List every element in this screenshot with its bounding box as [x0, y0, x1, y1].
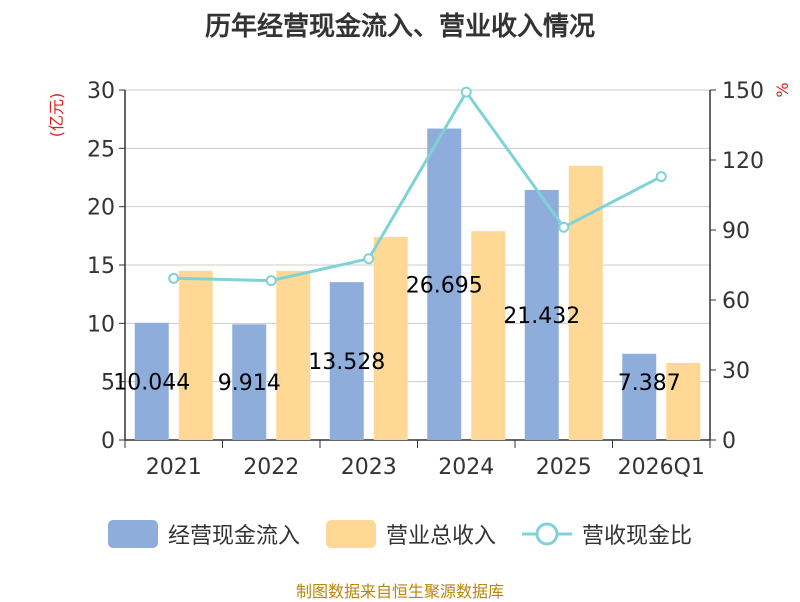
point-ratio	[168, 272, 180, 284]
legend: 经营现金流入 营业总收入 营收现金比	[0, 516, 800, 552]
data-label-cash-inflow: 9.914	[218, 371, 281, 396]
point-ratio	[265, 275, 277, 287]
bar-revenue	[666, 363, 701, 440]
data-label-cash-inflow: 13.528	[308, 350, 385, 375]
y-right-unit: %	[773, 82, 792, 97]
bar-revenue	[276, 270, 311, 440]
chart-title: 历年经营现金流入、营业收入情况	[204, 12, 595, 42]
legend-swatch-revenue	[325, 520, 376, 548]
bar-revenue	[373, 237, 408, 440]
point-ratio	[460, 86, 472, 98]
line-ratio	[173, 89, 662, 283]
source-note: 制图数据来自恒生聚源数据库	[295, 582, 504, 601]
y-left-tick-label: 0	[101, 429, 115, 454]
y-right-tick-label: 30	[722, 359, 750, 384]
legend-label-revenue: 营业总收入	[385, 524, 496, 549]
data-label-cash-inflow: 7.387	[618, 371, 681, 396]
y-left-tick-label: 5	[101, 371, 115, 396]
legend-item-ratio[interactable]: 营收现金比	[522, 518, 692, 550]
y-right-tick-label: 120	[722, 149, 764, 174]
y-right-tick-label: 60	[722, 289, 750, 314]
y-left-unit: (亿元)	[47, 93, 66, 138]
legend-label-ratio: 营收现金比	[582, 524, 693, 549]
bar-cash-inflow	[427, 128, 462, 440]
y-right-tick-label: 0	[722, 429, 736, 454]
legend-swatch-cash-inflow	[107, 520, 158, 548]
legend-item-cash-inflow[interactable]: 经营现金流入	[107, 518, 300, 550]
x-tick-label: 2026Q1	[618, 455, 705, 480]
point-ratio	[363, 253, 375, 265]
bar-cash-inflow	[329, 282, 364, 440]
data-label-cash-inflow: 21.432	[503, 304, 580, 329]
bar-cash-inflow	[622, 353, 657, 440]
data-label-cash-inflow: 10.044	[113, 370, 190, 395]
legend-swatch-ratio	[522, 520, 572, 548]
x-tick-label: 2024	[438, 455, 494, 480]
point-ratio	[558, 221, 570, 233]
bar-revenue	[471, 231, 506, 440]
y-left-tick-label: 30	[87, 79, 115, 104]
y-left-tick-label: 15	[87, 254, 115, 279]
x-tick-label: 2025	[536, 455, 592, 480]
legend-label-cash-inflow: 经营现金流入	[167, 524, 300, 549]
data-label-cash-inflow: 26.695	[406, 273, 483, 298]
y-left-tick-label: 10	[87, 312, 115, 337]
y-right-tick-label: 90	[722, 219, 750, 244]
legend-item-revenue[interactable]: 营业总收入	[325, 518, 496, 550]
bar-cash-inflow	[232, 324, 267, 440]
x-tick-label: 2022	[243, 455, 299, 480]
y-left-tick-label: 25	[87, 137, 115, 162]
y-left-tick-label: 20	[87, 196, 115, 221]
y-right-tick-label: 150	[722, 79, 764, 104]
point-ratio	[655, 171, 667, 183]
x-tick-label: 2021	[146, 455, 202, 480]
bar-revenue	[178, 270, 213, 440]
x-tick-label: 2023	[341, 455, 397, 480]
bar-revenue	[568, 165, 603, 441]
bar-cash-inflow	[524, 189, 559, 440]
bar-cash-inflow	[134, 322, 169, 440]
